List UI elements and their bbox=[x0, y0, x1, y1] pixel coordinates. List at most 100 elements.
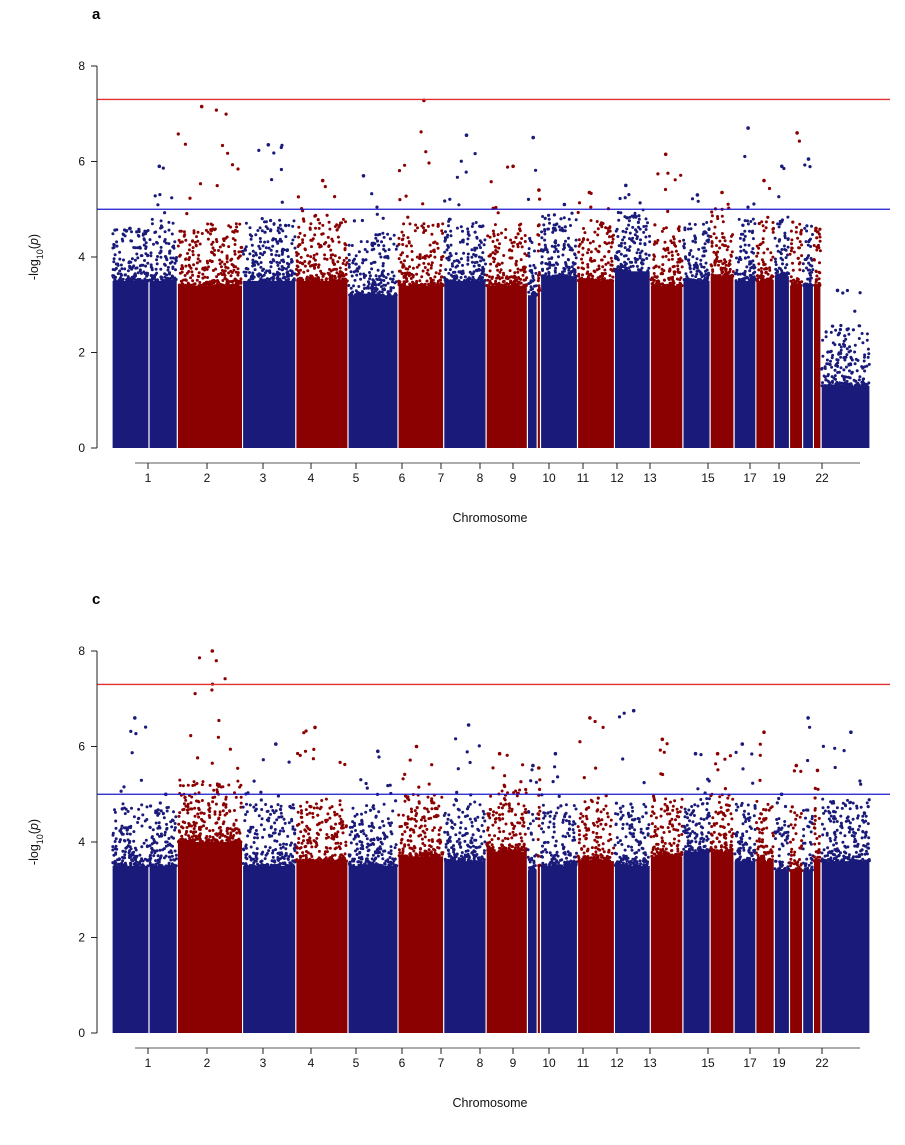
snp-point bbox=[710, 235, 713, 238]
snp-point bbox=[244, 864, 247, 867]
snp-point bbox=[316, 832, 319, 835]
snp-point bbox=[293, 843, 296, 846]
snp-point bbox=[706, 276, 709, 279]
snp-point bbox=[145, 230, 148, 233]
snp-point bbox=[234, 827, 237, 830]
snp-point bbox=[428, 783, 431, 786]
snp-point bbox=[116, 245, 119, 248]
snp-point bbox=[168, 856, 171, 859]
snp-point bbox=[340, 808, 343, 811]
snp-point bbox=[287, 263, 290, 266]
snp-point bbox=[586, 251, 589, 254]
snp-point bbox=[500, 232, 503, 235]
snp-point bbox=[301, 238, 304, 241]
peak-point bbox=[465, 133, 469, 137]
snp-point bbox=[263, 251, 266, 254]
snp-point bbox=[418, 802, 421, 805]
snp-point bbox=[824, 367, 827, 370]
snp-point bbox=[746, 206, 749, 209]
snp-point bbox=[542, 274, 545, 277]
snp-point bbox=[815, 246, 818, 249]
chromosome-block bbox=[684, 852, 710, 1033]
snp-point bbox=[239, 784, 242, 787]
snp-point bbox=[198, 284, 201, 287]
snp-point bbox=[260, 823, 263, 826]
snp-point bbox=[381, 853, 384, 856]
snp-point bbox=[259, 240, 262, 243]
snp-point bbox=[268, 834, 271, 837]
snp-point bbox=[676, 264, 679, 267]
snp-point bbox=[408, 265, 411, 268]
snp-point bbox=[134, 246, 137, 249]
snp-point bbox=[603, 255, 606, 258]
snp-point bbox=[450, 819, 453, 822]
snp-point bbox=[433, 826, 436, 829]
snp-point bbox=[361, 291, 364, 294]
snp-point bbox=[240, 246, 243, 249]
snp-point bbox=[527, 252, 530, 255]
snp-point bbox=[427, 810, 430, 813]
snp-point bbox=[315, 253, 318, 256]
snp-point bbox=[816, 230, 819, 233]
snp-point bbox=[625, 227, 628, 230]
snp-point bbox=[112, 260, 115, 263]
snp-point bbox=[845, 366, 848, 369]
snp-point bbox=[453, 823, 456, 826]
snp-point bbox=[492, 230, 495, 233]
snp-point bbox=[627, 193, 630, 196]
snp-point bbox=[135, 230, 138, 233]
snp-point bbox=[535, 293, 538, 296]
snp-point bbox=[743, 230, 746, 233]
snp-point bbox=[209, 784, 212, 787]
snp-point bbox=[394, 799, 397, 802]
snp-point bbox=[502, 273, 505, 276]
snp-point bbox=[581, 273, 584, 276]
snp-point bbox=[721, 215, 724, 218]
snp-point bbox=[150, 263, 153, 266]
snp-point bbox=[299, 269, 302, 272]
snp-point bbox=[228, 810, 231, 813]
snp-point bbox=[762, 241, 765, 244]
snp-point bbox=[315, 837, 318, 840]
snp-point bbox=[225, 113, 228, 116]
snp-point bbox=[292, 803, 295, 806]
snp-point bbox=[249, 804, 252, 807]
snp-point bbox=[233, 250, 236, 253]
snp-point bbox=[273, 821, 276, 824]
snp-point bbox=[247, 829, 250, 832]
snp-point bbox=[470, 852, 473, 855]
snp-point bbox=[122, 259, 125, 262]
snp-point bbox=[577, 211, 580, 214]
snp-point bbox=[624, 231, 627, 234]
snp-point bbox=[179, 784, 182, 787]
snp-point bbox=[211, 762, 214, 765]
snp-point bbox=[415, 273, 418, 276]
snp-point bbox=[387, 273, 390, 276]
snp-point bbox=[156, 203, 159, 206]
chromosome-block bbox=[803, 286, 813, 448]
snp-point bbox=[420, 283, 423, 286]
snp-point bbox=[190, 267, 193, 270]
snp-point bbox=[854, 344, 857, 347]
snp-point bbox=[429, 244, 432, 247]
snp-point bbox=[480, 842, 483, 845]
snp-point bbox=[789, 253, 792, 256]
snp-point bbox=[200, 284, 203, 287]
snp-point bbox=[689, 271, 692, 274]
snp-point bbox=[342, 826, 345, 829]
snp-point bbox=[574, 271, 577, 274]
y-axis-title: -log10(p) bbox=[27, 234, 45, 280]
snp-point bbox=[282, 276, 285, 279]
snp-point bbox=[523, 252, 526, 255]
snp-point bbox=[218, 827, 221, 830]
snp-point bbox=[553, 264, 556, 267]
snp-point bbox=[387, 282, 390, 285]
snp-point bbox=[211, 800, 214, 803]
snp-point bbox=[201, 783, 204, 786]
snp-point bbox=[593, 231, 596, 234]
snp-point bbox=[483, 840, 486, 843]
snp-point bbox=[415, 820, 418, 823]
snp-point bbox=[239, 254, 242, 257]
snp-point bbox=[290, 818, 293, 821]
